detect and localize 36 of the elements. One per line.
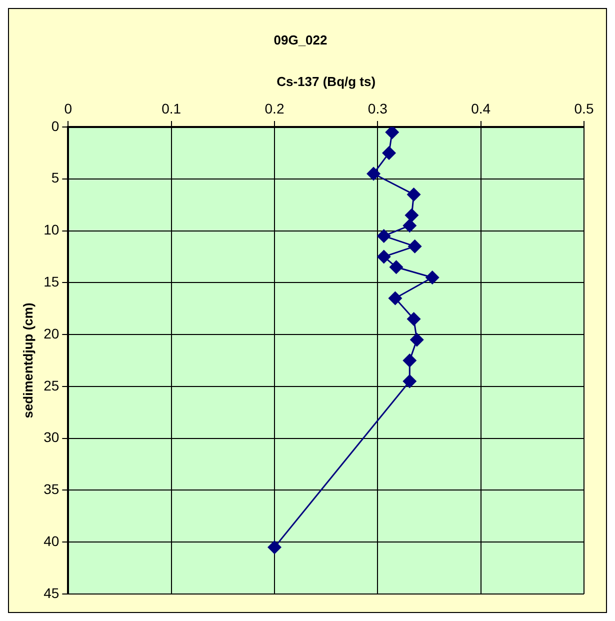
- x-tick-label: 0.5: [574, 100, 594, 116]
- point: [388, 291, 402, 306]
- point: [408, 239, 422, 254]
- y-tick-label: 35: [44, 481, 60, 498]
- point: [382, 146, 396, 160]
- point: [366, 166, 381, 181]
- point: [404, 208, 419, 222]
- x-axis-title: Cs-137 (Bq/g ts): [276, 74, 376, 89]
- x-tick-label: 0.1: [162, 100, 182, 116]
- point: [402, 218, 417, 233]
- chart-title: 09G_022: [274, 32, 328, 48]
- y-tick-label: 25: [44, 377, 60, 394]
- point: [402, 354, 417, 368]
- y-tick-label: 45: [44, 584, 60, 601]
- y-axis-title: sedimentdjup (cm): [20, 302, 36, 418]
- y-tick-label: 0: [51, 118, 60, 134]
- point: [410, 332, 424, 347]
- x-tick-label: 0.4: [471, 100, 491, 116]
- point: [376, 250, 391, 264]
- point: [376, 228, 391, 243]
- x-tick-label: 0.2: [264, 100, 284, 116]
- x-tick-label: 0: [64, 100, 72, 116]
- y-tick-label: 40: [44, 532, 60, 549]
- point: [385, 127, 400, 140]
- point: [402, 374, 417, 388]
- y-tick-label: 5: [51, 170, 60, 186]
- point: [406, 312, 421, 326]
- point: [425, 270, 440, 284]
- y-tick-label: 15: [44, 274, 60, 290]
- point: [268, 540, 282, 554]
- point: [406, 187, 421, 202]
- y-tick-label: 20: [44, 325, 60, 342]
- y-tick-label: 30: [44, 429, 60, 446]
- point: [389, 260, 404, 274]
- y-tick-label: 10: [44, 222, 60, 238]
- x-tick-label: 0.3: [368, 100, 388, 116]
